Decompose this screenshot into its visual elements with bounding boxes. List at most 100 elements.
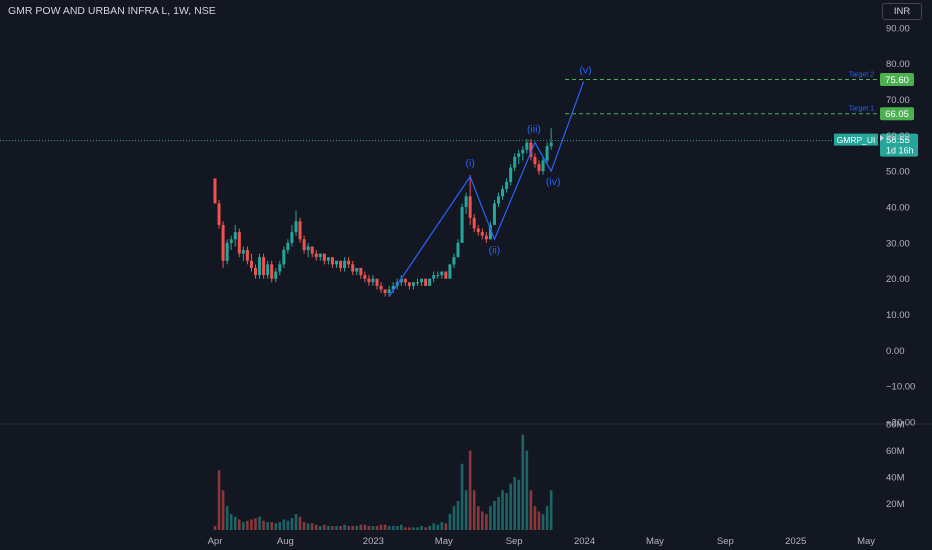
candle-body [375,278,379,286]
volume-bar [262,520,265,530]
volume-bar [545,506,549,530]
volume-bar [391,526,395,530]
candle-body [367,278,371,283]
candle-body [266,264,270,276]
price-tick-label: 30.00 [886,238,910,249]
volume-bar [310,523,314,530]
candle-body [351,264,355,272]
candle-body [213,178,217,204]
volume-bar [501,490,504,530]
volume-bar [319,526,322,530]
volume-bar [505,492,508,530]
volume-bar [383,524,387,530]
candle-body [505,181,509,190]
candlesticks [213,128,553,297]
candle-body [314,253,318,258]
candle-body [432,275,436,279]
volume-bar [456,500,460,530]
price-tick-label: −10.00 [886,382,915,393]
time-tick-label: 2023 [363,536,384,547]
time-tick-label: Apr [208,536,223,547]
wave-label: (ii) [489,244,501,256]
candle-body [330,257,334,265]
currency-button[interactable]: INR [882,3,922,20]
candle-body [497,196,500,204]
candle-body [298,221,302,240]
candle-body [294,221,298,233]
candle-body [468,196,472,218]
candle-body [302,239,306,251]
candle-body [379,285,383,290]
candle-body [492,203,496,225]
volume-bar [472,490,476,530]
candle-body [440,271,444,276]
target-price-tag [880,107,914,121]
volume-bar [274,523,278,530]
volume-bar [306,523,310,530]
price-tick-label: 60.00 [886,131,910,142]
wave-label: (iii) [527,124,541,136]
volume-bar [513,477,516,530]
symbol-tag [834,133,878,146]
price-tick-label: 70.00 [886,95,910,106]
volume-bar [485,514,488,530]
time-tick-label: May [646,536,664,547]
time-tick-label: Sep [506,536,523,547]
candle-body [537,164,541,172]
volume-bar [509,483,512,530]
price-tick-label: 10.00 [886,310,910,321]
elliott-wave-line [388,81,585,297]
volume-tick-label: 40M [886,473,905,484]
candle-body [310,246,314,254]
candle-body [221,224,225,261]
candle-body [318,253,322,258]
volume-bar [238,519,241,530]
candle-body [225,242,229,261]
candle-body [278,264,282,272]
volume-bar [440,522,444,530]
candle-body [343,260,347,268]
candle-body [529,142,533,157]
chart-title: GMR POW AND URBAN INFRA L, 1W, NSE [8,5,216,17]
price-tick-label: 40.00 [886,203,910,214]
volume-bar [460,463,464,530]
target-price-text: 75.60 [885,75,909,86]
volume-bar [408,527,411,530]
candle-body [290,232,294,243]
symbol-tag-text: GMRP_UI [837,135,876,145]
price-tick-label: 80.00 [886,59,910,70]
volume-bar [476,506,480,530]
volume-bar [424,527,427,530]
volume-bar [371,526,375,530]
volume-bar [529,490,533,530]
volume-bar [294,514,298,530]
volume-bar [363,524,367,530]
volume-bar [246,520,249,530]
volume-bar [213,526,217,530]
candle-body [436,275,440,277]
candle-body [371,278,375,283]
volume-bar [217,470,221,530]
volume-bar [395,526,399,530]
volume-bar [339,526,342,530]
price-tag [880,133,918,157]
time-tick-label: Aug [277,536,294,547]
candle-body [233,232,237,240]
wave-label: (iv) [546,176,561,188]
candle-body [464,196,468,208]
candle-body [270,264,274,279]
candle-body [274,271,278,279]
candle-body [387,289,391,294]
volume-bar [286,520,290,530]
candle-body [501,189,505,197]
price-tag-value: 58.55 [886,135,910,146]
candle-body [254,267,257,276]
candle-body [521,149,525,154]
candle-body [286,242,290,251]
volume-bar [525,450,529,530]
candle-body [488,224,492,240]
wave-label: (v) [579,65,591,77]
volume-bar [537,511,541,530]
annotations: Target 1 66.05 Target 2 75.60 (i) (ii) (iii) (i… [0,65,918,297]
